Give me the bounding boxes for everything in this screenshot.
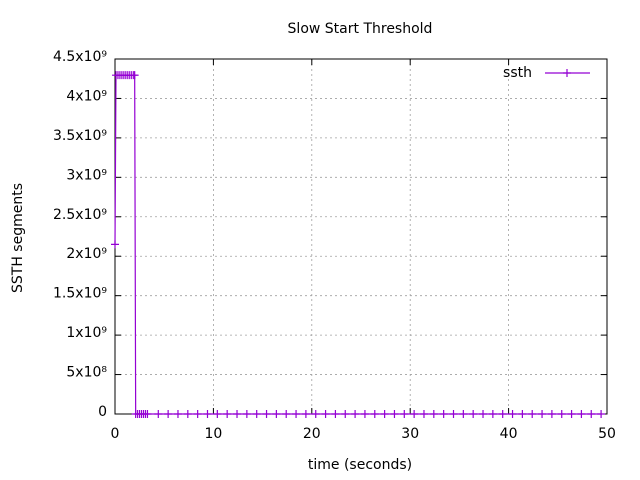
data-point: [311, 410, 320, 418]
x-tick-label: 20: [303, 426, 321, 442]
data-point: [301, 410, 310, 418]
data-point: [154, 410, 163, 418]
y-tick-label: 4.5x10⁹: [53, 49, 107, 65]
data-point: [173, 410, 182, 418]
legend-label: ssth: [503, 65, 532, 81]
y-tick-label: 2.5x10⁹: [53, 207, 107, 223]
data-point: [390, 410, 399, 418]
data-point: [213, 410, 222, 418]
data-point: [528, 410, 537, 418]
data-point: [439, 410, 448, 418]
data-point: [518, 410, 527, 418]
data-point: [410, 410, 419, 418]
legend-marker: [563, 69, 571, 77]
data-point: [130, 71, 139, 80]
y-tick-label: 3.5x10⁹: [53, 128, 107, 144]
data-point: [587, 410, 596, 418]
data-point: [498, 410, 507, 418]
data-point: [479, 410, 488, 418]
y-tick-label: 0: [98, 404, 107, 420]
y-tick-label: 1x10⁹: [66, 325, 107, 341]
data-point: [143, 410, 152, 418]
data-point: [183, 410, 192, 418]
y-axis-label: SSTH segments: [10, 183, 26, 293]
data-point: [292, 410, 301, 418]
data-point: [469, 410, 478, 418]
data-point: [272, 410, 281, 418]
x-tick-label: 10: [204, 426, 222, 442]
x-tick-label: 30: [401, 426, 419, 442]
data-point: [577, 410, 586, 418]
data-point: [567, 410, 576, 418]
x-tick-label: 0: [111, 426, 120, 442]
chart-title: Slow Start Threshold: [288, 21, 433, 37]
data-point: [233, 410, 242, 418]
data-point: [341, 410, 350, 418]
data-point: [597, 410, 606, 418]
data-point: [111, 240, 119, 249]
data-line: [114, 74, 602, 415]
y-tick-label: 1.5x10⁹: [53, 286, 107, 302]
data-point: [203, 410, 212, 418]
data-point: [242, 410, 251, 418]
data-point: [321, 410, 330, 418]
data-point: [547, 410, 556, 418]
data-point: [449, 410, 458, 418]
x-tick-label: 40: [500, 426, 518, 442]
y-tick-label: 5x10⁸: [66, 365, 107, 381]
data-point: [488, 410, 497, 418]
plot-border: [114, 58, 608, 415]
data-point: [193, 410, 202, 418]
y-tick-label: 4x10⁹: [66, 88, 107, 104]
data-point: [370, 410, 379, 418]
data-point: [252, 410, 261, 418]
data-point: [282, 410, 291, 418]
data-point: [557, 410, 566, 418]
data-point: [351, 410, 360, 418]
data-point: [429, 410, 438, 418]
data-point: [419, 410, 428, 418]
data-point: [538, 410, 547, 418]
data-point: [223, 410, 232, 418]
data-point: [380, 410, 389, 418]
y-tick-label: 2x10⁹: [66, 246, 107, 262]
data-point: [508, 410, 517, 418]
data-point: [400, 410, 409, 418]
x-axis-label: time (seconds): [308, 457, 412, 473]
y-tick-label: 3x10⁹: [66, 167, 107, 183]
data-point: [360, 410, 369, 418]
x-tick-label: 50: [598, 426, 616, 442]
data-point: [164, 410, 173, 418]
data-point: [331, 410, 340, 418]
data-point: [459, 410, 468, 418]
data-point: [262, 410, 271, 418]
